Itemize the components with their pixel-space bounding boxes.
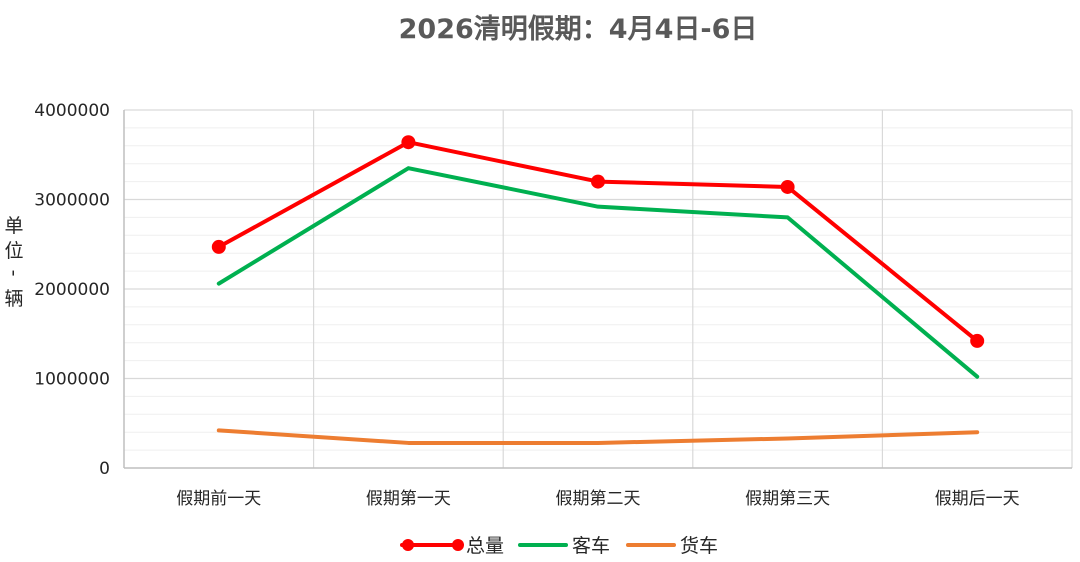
data-point	[401, 135, 416, 150]
x-tick-label: 假期第一天	[366, 489, 451, 509]
x-tick-label: 假期前一天	[176, 489, 261, 509]
x-tick-labels: 假期前一天 假期第一天 假期第二天 假期第三天 假期后一天	[176, 489, 1019, 509]
data-point	[970, 333, 985, 348]
legend-marker	[452, 539, 464, 551]
data-point	[780, 179, 795, 194]
y-axis-label-char: -	[3, 270, 25, 277]
data-point	[591, 174, 605, 189]
series	[211, 135, 985, 445]
legend-label: 客车	[572, 535, 610, 557]
data-point	[211, 239, 226, 254]
y-tick-label: 2000000	[34, 280, 110, 300]
legend: 总量 客车 货车	[400, 535, 718, 557]
y-axis-label-char: 单	[4, 215, 23, 237]
x-tick-label: 假期第三天	[745, 489, 830, 509]
series-line	[216, 140, 980, 343]
y-tick-label: 4000000	[34, 101, 110, 121]
y-axis-label-char: 辆	[4, 288, 23, 310]
y-tick-label: 0	[99, 459, 110, 479]
y-tick-labels: 0 1000000 2000000 3000000 4000000	[34, 101, 110, 479]
axes	[123, 110, 1072, 469]
x-tick-label: 假期第二天	[556, 489, 641, 509]
grid	[124, 109, 1073, 468]
series-line	[216, 166, 980, 379]
y-axis-label-char: 位	[4, 240, 23, 262]
series-line	[216, 428, 980, 445]
legend-marker	[402, 539, 414, 551]
legend-label: 总量	[466, 535, 504, 557]
x-tick-label: 假期后一天	[935, 489, 1020, 509]
y-tick-label: 3000000	[34, 191, 110, 211]
y-tick-label: 1000000	[34, 370, 110, 390]
legend-label: 货车	[680, 535, 718, 557]
y-axis-label: 单位 - 辆	[3, 215, 25, 310]
chart-title: 2026清明假期：4月4日-6日	[399, 14, 758, 45]
